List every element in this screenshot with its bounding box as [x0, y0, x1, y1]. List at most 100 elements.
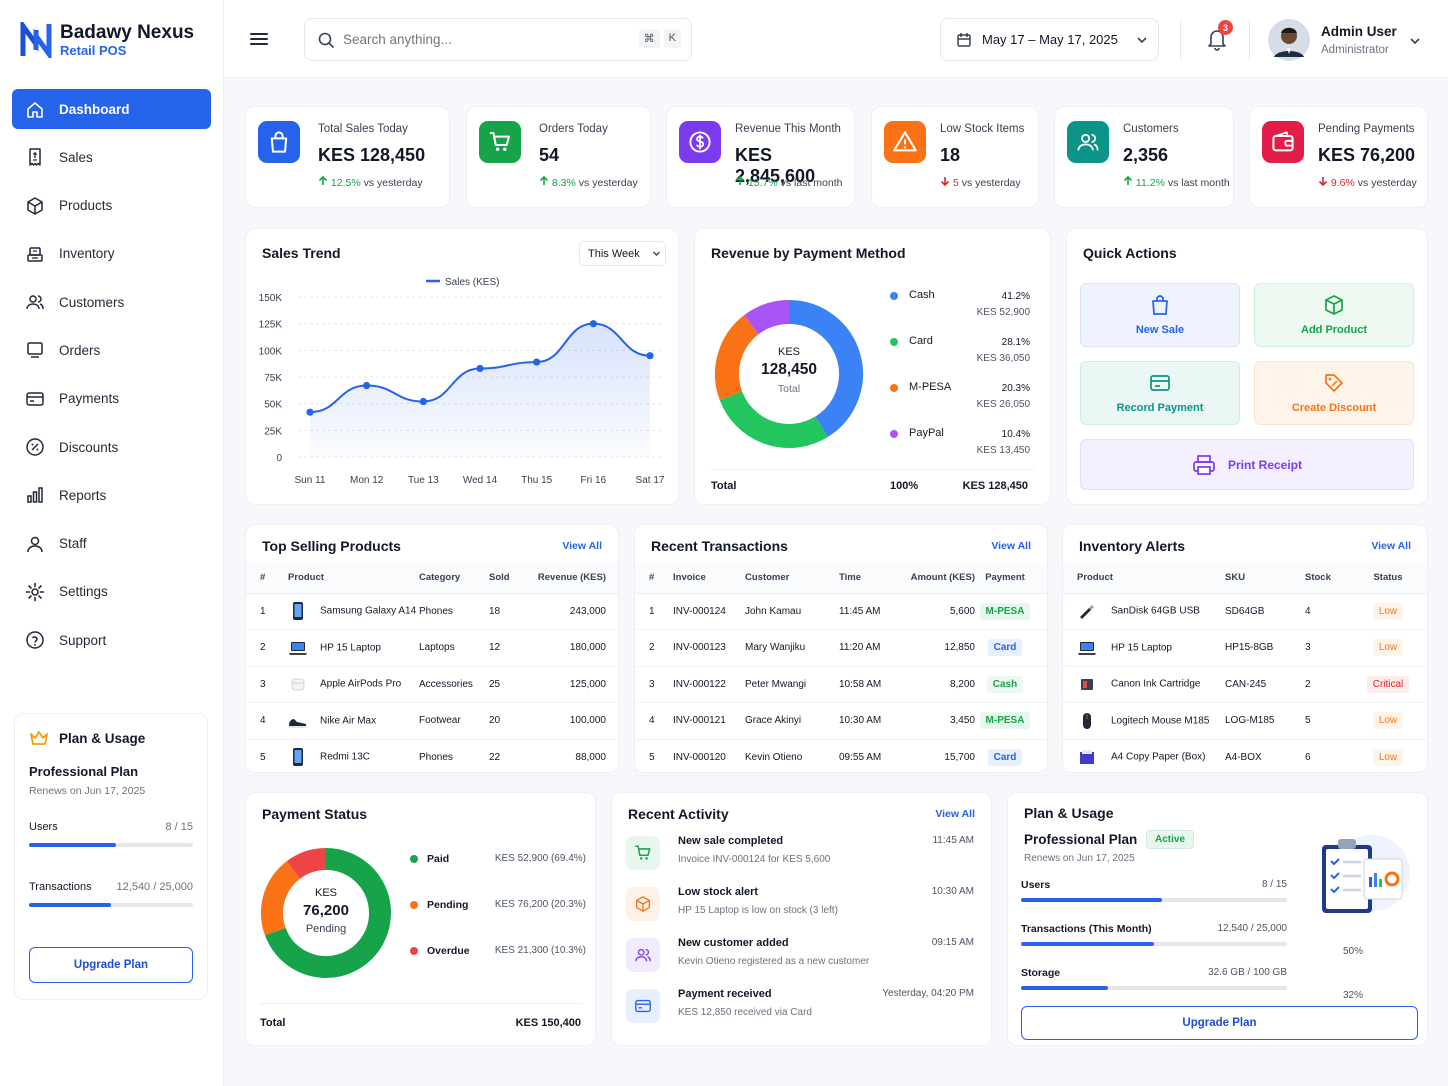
activity-item[interactable]: Low stock alert HP 15 Laptop is low on st…: [626, 884, 976, 930]
kpi-delta: 15.7% vs last month: [735, 175, 842, 189]
sidebar-item-staff[interactable]: Staff: [12, 524, 211, 564]
sidebar-item-reports[interactable]: Reports: [12, 475, 211, 515]
data-point[interactable]: [589, 320, 597, 328]
user-menu[interactable]: Admin User Administrator: [1268, 19, 1428, 63]
kpi-icon-badge: [1262, 121, 1304, 163]
data-point[interactable]: [476, 364, 484, 373]
data-point[interactable]: [306, 408, 314, 416]
donut-segment-overdue[interactable]: [286, 848, 327, 880]
usage-row: Users 8 / 15: [1021, 879, 1407, 909]
table-cell: 09:55 AM: [839, 739, 899, 776]
table-row[interactable]: 3 Apple AirPods Pro Accessories 25 125,000: [246, 666, 618, 703]
usage-value: 12,540 / 25,000: [1217, 923, 1287, 934]
sidebar-item-discounts[interactable]: Discounts: [12, 427, 211, 467]
table-row[interactable]: Canon Ink Cartridge CAN-245 2 Critical: [1063, 666, 1427, 703]
new-sale-button[interactable]: New Sale: [1080, 283, 1240, 347]
upgrade-plan-button-main[interactable]: Upgrade Plan: [1021, 1006, 1418, 1040]
kpi-card-pending-payments[interactable]: Pending Payments KES 76,200 9.6% vs yeste…: [1249, 106, 1428, 208]
search-box[interactable]: ⌘ K: [304, 18, 692, 61]
table-row[interactable]: 1 INV-000124 John Kamau 11:45 AM 5,600 M-PESA: [635, 593, 1047, 630]
kpi-card-orders-today[interactable]: Orders Today 54 8.3% vs yesterday: [466, 106, 651, 208]
create-discount-button[interactable]: Create Discount: [1254, 361, 1414, 425]
top-products-card: Top Selling Products View All # Product Ca…: [245, 524, 619, 776]
sidebar-item-dashboard[interactable]: Dashboard: [12, 89, 211, 129]
table-cell: 1: [246, 593, 288, 630]
table-row[interactable]: 5 INV-000120 Kevin Otieno 09:55 AM 15,700 Car…: [635, 739, 1047, 776]
inventory-thumbnail-icon: [1080, 750, 1094, 765]
kpi-card-total-sales-today[interactable]: Total Sales Today KES 128,450 12.5% vs ye…: [245, 106, 450, 208]
table-row[interactable]: 2 HP 15 Laptop Laptops 12 180,000: [246, 629, 618, 667]
activity-item[interactable]: Payment received KES 12,850 received via …: [626, 986, 976, 1032]
donut-segment-pending[interactable]: [261, 861, 301, 936]
top-products-view-all-link[interactable]: View All: [562, 540, 602, 552]
sidebar-item-label: Orders: [59, 342, 101, 358]
usage-label: Transactions (This Month): [1021, 923, 1152, 935]
donut-segment-cash[interactable]: [788, 300, 863, 437]
table-row[interactable]: 5 Redmi 13C Phones 22 88,000: [246, 739, 618, 776]
calendar-icon: [957, 32, 971, 47]
activity-item[interactable]: New customer added Kevin Otieno registere…: [626, 935, 976, 981]
table-row[interactable]: 2 INV-000123 Mary Wanjiku 11:20 AM 12,850 Car…: [635, 629, 1047, 667]
table-row[interactable]: SanDisk 64GB USB SD64GB 4 Low: [1063, 593, 1427, 630]
brand-logo[interactable]: Badawy Nexus Retail POS: [20, 22, 194, 58]
data-point[interactable]: [419, 397, 427, 406]
notifications-button[interactable]: 3: [1206, 20, 1233, 53]
donut-center-sub: Total: [777, 383, 801, 395]
donut-segment-paypal[interactable]: [744, 300, 790, 335]
print-receipt-button[interactable]: Print Receipt: [1080, 439, 1414, 490]
sidebar-item-support[interactable]: Support: [12, 620, 211, 660]
usage-label: Storage: [1021, 967, 1061, 979]
x-tick-label: Fri 16: [581, 475, 607, 486]
kpi-card-revenue-this-month[interactable]: Revenue This Month KES 2,845,600 15.7% vs…: [666, 106, 855, 208]
table-row[interactable]: HP 15 Laptop HP15-8GB 3 Low: [1063, 629, 1427, 667]
activity-item[interactable]: New sale completed Invoice INV-000124 for…: [626, 833, 976, 879]
donut-segment-m-pesa[interactable]: [715, 315, 760, 400]
sidebar-item-sales[interactable]: Sales: [12, 137, 211, 177]
legend-dot: [890, 292, 898, 300]
sales-trend-range-select[interactable]: This Week: [579, 241, 666, 266]
sidebar-item-label: Dashboard: [59, 101, 130, 117]
table-row[interactable]: 1 Samsung Galaxy A14 Phones 18 243,000: [246, 593, 618, 630]
inventory-view-all-link[interactable]: View All: [1371, 540, 1411, 552]
legend-dot: [890, 430, 898, 438]
sidebar-item-products[interactable]: Products: [12, 186, 211, 226]
upgrade-plan-button[interactable]: Upgrade Plan: [29, 947, 193, 983]
menu-icon[interactable]: [249, 30, 269, 48]
table-cell: Critical: [1361, 666, 1427, 703]
cell-text: Kevin Otieno: [745, 751, 803, 763]
table-row[interactable]: 3 INV-000122 Peter Mwangi 10:58 AM 8,200 Cash: [635, 666, 1047, 703]
kpi-card-low-stock-items[interactable]: Low Stock Items 18 5 vs yesterday: [871, 106, 1039, 208]
table-cell: 18: [489, 593, 535, 630]
sidebar-item-customers[interactable]: Customers: [12, 282, 211, 322]
table-row[interactable]: A4 Copy Paper (Box) A4-BOX 6 Low: [1063, 739, 1427, 776]
usage-value: 8 / 15: [1261, 879, 1287, 890]
transactions-view-all-link[interactable]: View All: [991, 540, 1031, 552]
percent-icon: [26, 438, 44, 456]
donut-segment-paid[interactable]: [264, 848, 391, 978]
date-range-picker[interactable]: May 17 – May 17, 2025: [940, 18, 1159, 61]
cell-text: 5: [260, 751, 266, 763]
sidebar-item-settings[interactable]: Settings: [12, 572, 211, 612]
data-point[interactable]: [646, 352, 654, 360]
usage-row: Storage 32.6 GB / 100 GB 32%: [1021, 967, 1407, 1001]
cell-text: Accessories: [419, 678, 473, 690]
series-area: [310, 323, 650, 457]
stock-status-badge: Low: [1372, 639, 1404, 657]
record-payment-button[interactable]: Record Payment: [1080, 361, 1240, 425]
table-row[interactable]: Logitech Mouse M185 LOG-M185 5 Low: [1063, 702, 1427, 740]
search-input[interactable]: [343, 32, 623, 47]
kpi-card-customers[interactable]: Customers 2,356 11.2% vs last month: [1054, 106, 1234, 208]
table-row[interactable]: 4 Nike Air Max Footwear 20 100,000: [246, 702, 618, 740]
sidebar-item-orders[interactable]: Orders: [12, 330, 211, 370]
activity-view-all-link[interactable]: View All: [935, 808, 975, 820]
table-row[interactable]: 4 INV-000121 Grace Akinyi 10:30 AM 3,450 M-PE…: [635, 702, 1047, 740]
data-point[interactable]: [533, 358, 541, 366]
cell-text: 3: [1305, 642, 1311, 654]
donut-segment-card[interactable]: [719, 391, 828, 448]
data-point[interactable]: [363, 381, 371, 390]
plan-renewal: Renews on Jun 17, 2025: [29, 785, 146, 797]
sidebar: Badawy Nexus Retail POS Dashboard Sales Pr…: [0, 0, 224, 1086]
add-product-button[interactable]: Add Product: [1254, 283, 1414, 347]
sidebar-item-payments[interactable]: Payments: [12, 379, 211, 419]
sidebar-item-inventory[interactable]: Inventory: [12, 234, 211, 274]
